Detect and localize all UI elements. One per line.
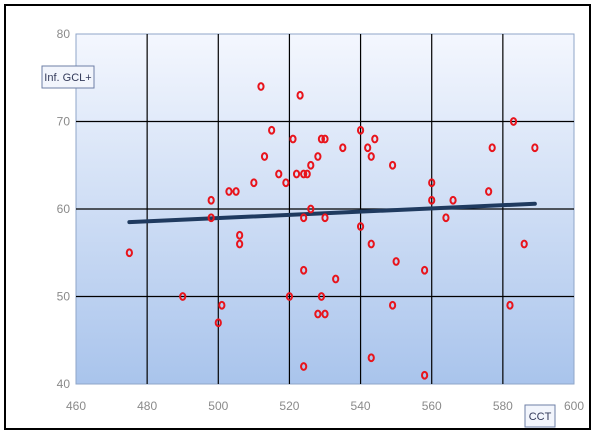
data-point-52 [485,187,493,196]
data-point-25 [307,160,315,170]
y-tick-label-40: 40 [57,377,71,391]
trendline-layer [127,201,537,225]
y-axis-title: Inf. GCL+ [44,72,91,84]
data-point-29 [317,134,326,144]
data-point-37 [356,222,365,231]
data-point-34 [332,274,340,284]
data-point-48 [428,178,436,188]
x-tick-label-540: 540 [351,399,371,413]
data-point-11 [257,82,265,91]
y-axis-title-box: Inf. GCL+ [41,65,95,89]
data-point-12 [260,152,269,161]
trendline [127,201,537,225]
data-point-44 [388,300,397,310]
data-point-22 [300,265,308,275]
data-point-16 [285,292,294,301]
data-point-53 [488,143,496,153]
x-axis-title-box: CCT [524,404,556,428]
data-point-39 [367,152,375,161]
data-point-13 [268,125,276,135]
data-point-23 [300,362,308,371]
data-point-42 [371,134,379,144]
data-point-9 [236,239,244,249]
y-tick-label-50: 50 [57,290,71,304]
data-point-49 [428,195,436,205]
data-point-20 [300,169,308,179]
x-tick-label-580: 580 [493,399,513,413]
x-tick-label-560: 560 [422,399,442,413]
data-point-21 [300,213,308,223]
data-point-32 [321,213,329,223]
data-point-26 [307,204,315,214]
x-tick-label-500: 500 [208,399,228,413]
data-point-4 [214,318,222,328]
data-point-57 [531,143,539,153]
data-point-33 [321,309,329,319]
data-point-8 [236,230,244,240]
data-point-14 [275,169,283,179]
data-point-10 [250,178,258,188]
data-point-45 [392,257,400,266]
data-point-41 [367,353,375,363]
data-point-24 [303,169,311,179]
x-tick-label-460: 460 [66,399,86,413]
data-point-50 [442,213,450,223]
data-point-31 [321,134,329,144]
data-point-54 [506,300,514,310]
y-tick-label-70: 70 [57,115,71,129]
data-point-19 [296,90,304,100]
x-axis-title: CCT [529,411,552,423]
data-point-30 [317,292,326,301]
data-point-40 [367,239,375,249]
data-point-55 [509,117,518,126]
data-point-46 [421,265,429,275]
data-point-27 [314,152,322,161]
data-point-51 [449,195,457,205]
data-point-35 [339,143,347,153]
data-point-56 [520,239,528,249]
data-point-18 [292,169,301,179]
y-tick-label-80: 80 [57,27,71,41]
data-point-36 [356,125,365,135]
data-point-6 [225,187,233,196]
data-point-0 [125,248,133,258]
y-tick-label-60: 60 [57,202,71,216]
data-point-1 [179,292,187,301]
data-point-38 [364,143,372,153]
grid [76,34,574,384]
data-point-7 [232,187,240,196]
points-layer [125,82,539,380]
data-point-28 [314,309,322,319]
data-point-15 [282,178,290,188]
scatter-chart: 460 480 500 520 540 560 580 600 40 50 60 70 80 Inf. … [41,27,585,428]
data-point-5 [218,300,226,310]
chart-frame: 460 480 500 520 540 560 580 600 40 50 60 70 80 Inf. … [4,4,591,430]
data-point-43 [388,160,397,170]
data-point-17 [289,134,297,144]
x-tick-label-520: 520 [279,399,299,413]
tick-labels: 460 480 500 520 540 560 580 600 40 50 60 70 80 [57,27,585,413]
x-tick-label-480: 480 [137,399,157,413]
x-tick-label-600: 600 [564,399,584,413]
data-point-3 [207,213,215,223]
data-point-47 [421,370,429,380]
data-point-2 [207,195,215,205]
